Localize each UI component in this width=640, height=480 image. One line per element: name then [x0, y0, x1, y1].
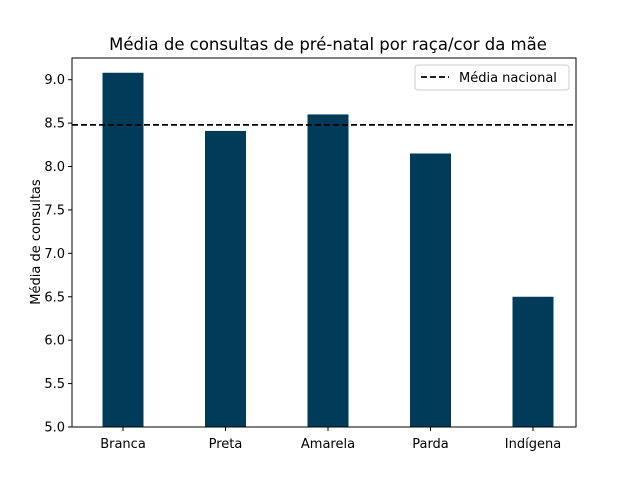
y-tick-label: 7.5 [44, 203, 65, 218]
y-tick-label: 5.5 [44, 377, 65, 392]
x-tick-label: Indígena [505, 437, 561, 452]
bar-branca [102, 72, 144, 427]
bars-layer [102, 72, 554, 427]
y-tick-label: 7.0 [44, 247, 65, 262]
legend-box [414, 64, 570, 91]
bar-preta [205, 130, 246, 427]
y-axis-ticks: 5.0 5.5 6.0 6.5 7.0 7.5 8.0 8.5 9.0 [44, 73, 72, 436]
y-tick-label: 9.0 [44, 73, 65, 88]
x-axis-ticks: Branca Preta Amarela Parda Indígena [100, 427, 561, 452]
y-tick-label: 6.0 [44, 334, 65, 349]
bar-parda [410, 153, 451, 427]
y-axis-label: Média de consultas [29, 179, 44, 305]
bar-amarela [307, 114, 349, 427]
y-tick-label: 5.0 [44, 421, 65, 436]
x-tick-label: Preta [209, 437, 243, 452]
legend: Média nacional [414, 64, 570, 91]
chart-title: Média de consultas de pré-natal por raça… [109, 35, 547, 54]
legend-label: Média nacional [459, 71, 557, 86]
bar-indígena [512, 296, 554, 427]
x-tick-label: Parda [412, 437, 449, 452]
x-tick-label: Amarela [301, 437, 355, 452]
y-tick-label: 6.5 [44, 290, 65, 305]
x-tick-label: Branca [100, 437, 146, 452]
y-tick-label: 8.5 [44, 117, 65, 132]
y-tick-label: 8.0 [44, 160, 65, 175]
plot-frame [71, 57, 577, 428]
